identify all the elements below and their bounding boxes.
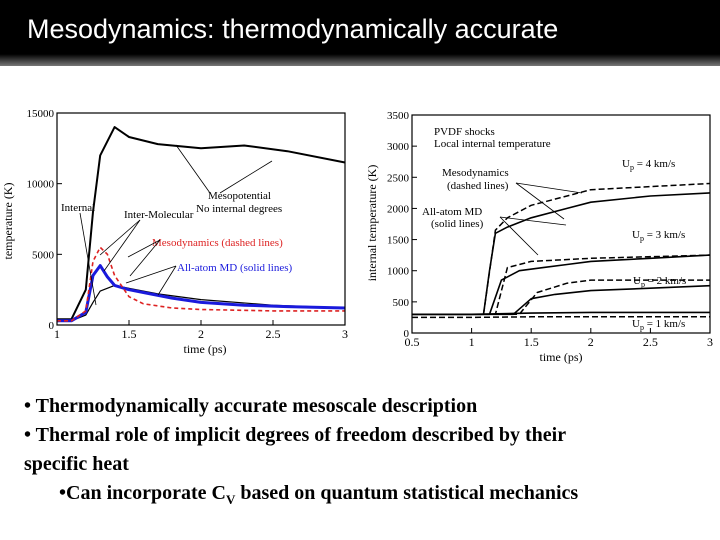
annotation-mesopotential: Mesopotential: [208, 190, 271, 202]
annotation-all-atom: All-atom MD (solid lines): [177, 262, 293, 274]
title-bar: Mesodynamics: thermodynamically accurate: [0, 0, 720, 66]
right-series-line: [412, 279, 710, 316]
internal-temperature-chart: 0.5 1 1.5 2 2.5 3 0 500 1000 1500 2000 2500 3000 3500…: [365, 110, 713, 364]
left-x-tick-label: 1: [54, 327, 60, 341]
velocity-label-4: Up = 4 km/s: [622, 158, 675, 172]
right-y-tick-label: 2000: [387, 203, 410, 215]
annotation-mesodynamics: Mesodynamics (dashed lines): [152, 237, 283, 249]
annotation-all-atom: All-atom MD: [422, 206, 482, 218]
bullet-3-suffix: based on quantum statistical mechanics: [235, 482, 579, 504]
bullet-list: • Thermodynamically accurate mesoscale d…: [24, 392, 714, 514]
left-series-line: [57, 246, 345, 322]
right-y-tick-label: 3000: [387, 141, 410, 153]
bullet-2: • Thermal role of implicit degrees of fr…: [24, 424, 567, 446]
left-xlabel: time (ps): [184, 342, 227, 356]
temperature-chart: 1 1.5 2 2.5 3 0 5000 10000 15000 temperature (K)…: [1, 108, 348, 356]
velocity-label-1: Up = 1 km/s: [632, 318, 685, 332]
right-series-line: [412, 254, 711, 316]
right-series-line: [412, 284, 711, 316]
left-y-tick-label: 0: [49, 320, 55, 332]
velocity-label-3: Up = 3 km/s: [632, 229, 685, 243]
bullet-1: • Thermodynamically accurate mesoscale d…: [24, 395, 478, 417]
left-y-tick-label: 5000: [32, 249, 55, 261]
right-x-tick-label: 1.5: [524, 335, 539, 349]
right-x-tick-label: 3: [707, 335, 713, 349]
left-x-tick-label: 2.5: [266, 327, 281, 341]
bullet-3-subscript: V: [225, 492, 236, 507]
left-pointer-lines: [79, 144, 273, 306]
left-x-tick-label: 3: [342, 327, 348, 341]
right-x-tick-label: 1: [469, 335, 475, 349]
right-y-tick-label: 3500: [387, 110, 410, 122]
annotation-solid: (solid lines): [431, 218, 484, 230]
right-y-tick-label: 1500: [387, 235, 410, 247]
annotation-local-temp: Local internal temperature: [434, 138, 551, 150]
annotation-internal: Internal: [61, 202, 95, 214]
annotation-inter-molecular: Inter-Molecular: [124, 209, 194, 221]
right-series-line: [412, 311, 710, 316]
right-y-tick-label: 0: [404, 328, 410, 340]
right-y-tick-label: 500: [393, 297, 410, 309]
bullet-3: •Can incorporate CV based on quantum sta…: [24, 479, 714, 514]
right-y-tick-label: 1000: [387, 266, 410, 278]
right-x-tick-label: 0.5: [405, 335, 420, 349]
left-x-tick-label: 1.5: [122, 327, 137, 341]
right-xlabel: time (ps): [540, 350, 583, 364]
right-pointer-lines: [499, 182, 583, 256]
left-y-tick-label: 10000: [27, 179, 55, 191]
right-x-tick-label: 2: [588, 335, 594, 349]
annotation-pvdf: PVDF shocks: [434, 126, 495, 138]
right-x-tick-label: 2.5: [643, 335, 658, 349]
left-y-tick-label: 15000: [27, 108, 55, 120]
annotation-mesodynamics: Mesodynamics: [442, 167, 509, 179]
right-series-line: [412, 316, 710, 319]
bullet-2-continued: specific heat: [24, 453, 129, 475]
right-y-tick-label: 2500: [387, 172, 410, 184]
left-ylabel: temperature (K): [1, 183, 15, 260]
annotation-no-internal: No internal degrees: [196, 203, 282, 215]
bullet-3-prefix: •Can incorporate C: [59, 482, 226, 504]
left-x-tick-label: 2: [198, 327, 204, 341]
left-series-line: [57, 126, 346, 321]
right-ylabel: internal temperature (K): [365, 165, 379, 282]
left-plot-frame: [56, 112, 346, 326]
slide-title: Mesodynamics: thermodynamically accurate: [27, 14, 559, 44]
annotation-dashed: (dashed lines): [447, 180, 509, 192]
right-series-line: [412, 254, 711, 316]
right-series-line: [412, 182, 711, 316]
velocity-label-2: Up = 2 km/s: [633, 275, 686, 289]
right-plot-frame: [411, 114, 711, 334]
